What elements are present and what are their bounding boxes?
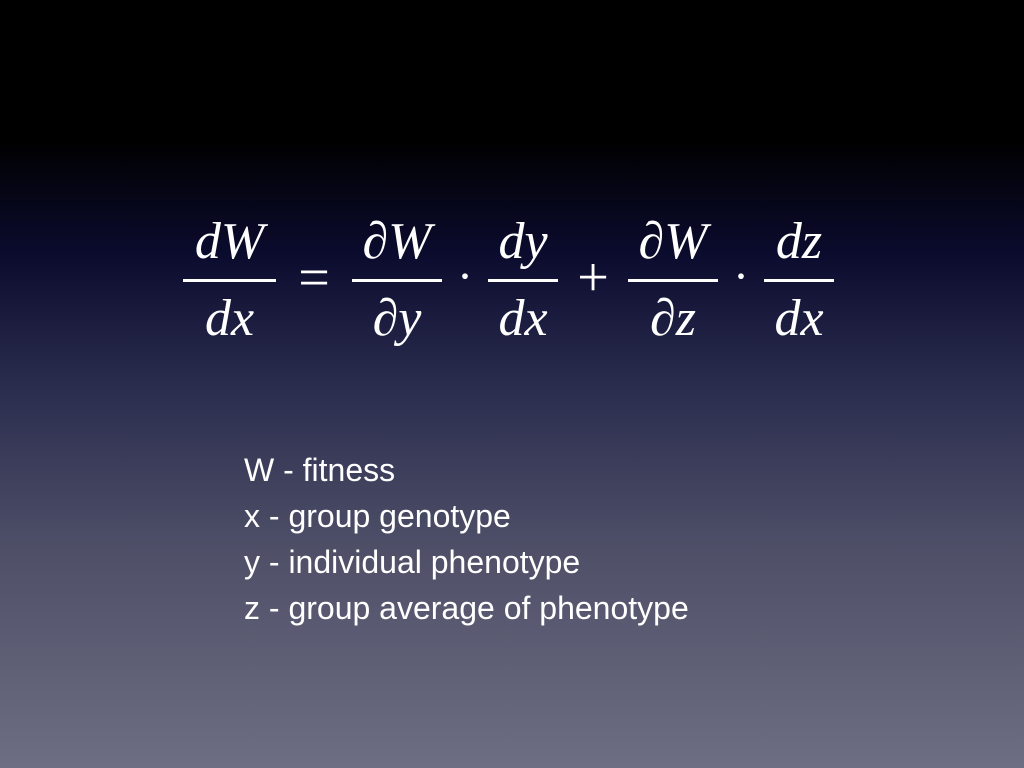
lhs-fraction-bar bbox=[183, 278, 276, 282]
dy-dx-fraction: dy dx bbox=[488, 211, 558, 350]
term1-factor1-bar bbox=[352, 278, 442, 282]
legend-item-w: W - fitness bbox=[244, 452, 396, 488]
fitness-derivative-equation: dW dx = ∂W ∂y · dy dx + ∂W ∂z · dz dx bbox=[183, 210, 834, 350]
legend-item-y: y - individual phenotype bbox=[244, 544, 581, 580]
term2-factor2-bar bbox=[764, 278, 834, 282]
term1-factor1-denominator: ∂y bbox=[372, 289, 422, 347]
term1-factor1-numerator: ∂W bbox=[362, 212, 432, 270]
multiply-dot-1: · bbox=[457, 250, 473, 303]
term2-factor1-denominator: ∂z bbox=[650, 289, 696, 347]
multiply-dot-2: · bbox=[733, 250, 749, 303]
partial-w-partial-y-fraction: ∂W ∂y bbox=[352, 211, 442, 350]
term2-factor2-numerator: dz bbox=[775, 212, 823, 270]
term1-factor2-denominator: dx bbox=[498, 289, 548, 347]
plus-sign: + bbox=[577, 247, 609, 309]
legend-item-x: x - group genotype bbox=[244, 498, 511, 534]
equals-sign: = bbox=[298, 247, 330, 309]
lhs-fraction: dW dx bbox=[183, 211, 276, 350]
partial-w-partial-z-fraction: ∂W ∂z bbox=[628, 211, 718, 350]
term2-factor1-numerator: ∂W bbox=[638, 212, 708, 270]
dz-dx-fraction: dz dx bbox=[764, 211, 834, 350]
lhs-numerator: dW bbox=[194, 212, 265, 270]
variable-legend: W - fitness x - group genotype y - indiv… bbox=[244, 447, 689, 631]
term2-factor1-bar bbox=[628, 278, 718, 282]
lhs-denominator: dx bbox=[204, 289, 255, 347]
legend-item-z: z - group average of phenotype bbox=[244, 590, 689, 626]
term1-factor2-bar bbox=[488, 278, 558, 282]
term1-factor2-numerator: dy bbox=[498, 212, 548, 270]
term2-factor2-denominator: dx bbox=[774, 289, 824, 347]
